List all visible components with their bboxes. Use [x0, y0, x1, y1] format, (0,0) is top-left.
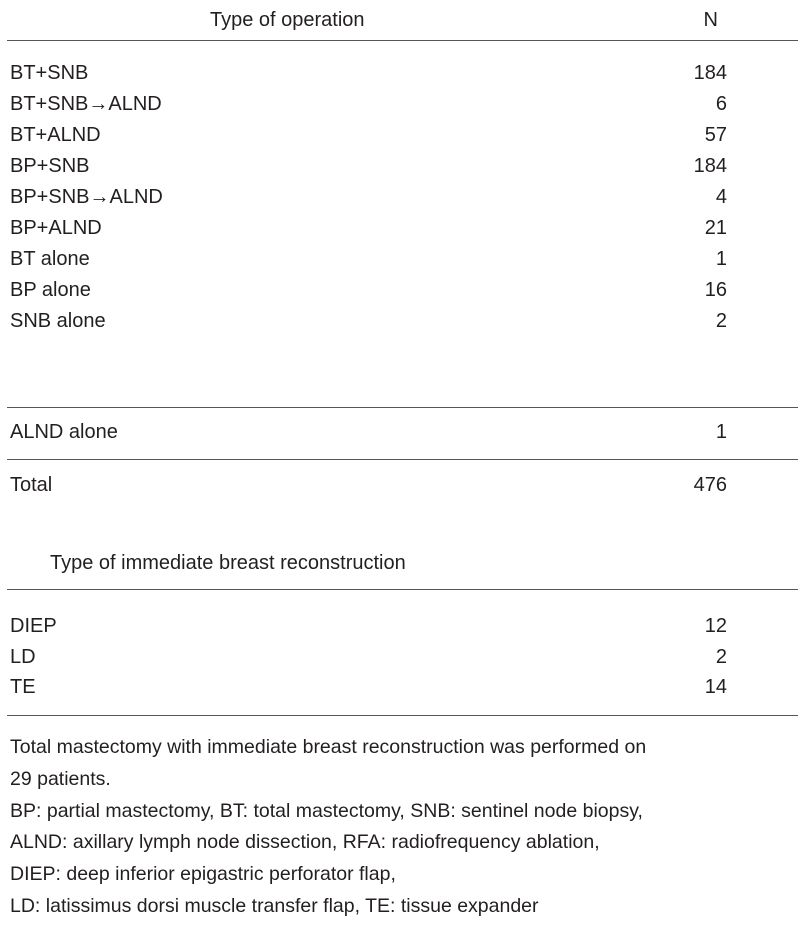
- operation-type: Total: [10, 474, 53, 496]
- operation-type: BP alone: [10, 279, 91, 301]
- table-bottom-rule: [7, 715, 798, 716]
- operation-count: 57: [704, 124, 727, 146]
- operation-count: 184: [693, 155, 727, 177]
- operation-type: BT+ALND: [10, 124, 101, 146]
- reconstruction-header: Type of immediate breast reconstruction: [50, 552, 406, 574]
- header-rule: [7, 40, 798, 41]
- reconstruction-type: LD: [10, 646, 36, 668]
- operation-type: BT alone: [10, 248, 90, 270]
- operation-type: BT+SNB→ALND: [10, 93, 162, 115]
- operation-count: 1: [715, 248, 727, 270]
- operation-type: BP+ALND: [10, 217, 102, 239]
- total-divider: [7, 459, 798, 460]
- operation-count: 6: [715, 93, 727, 115]
- column-header-n: N: [703, 9, 718, 31]
- reconstruction-count: 12: [704, 615, 727, 637]
- row-divider: [7, 407, 798, 408]
- reconstruction-type: DIEP: [10, 615, 57, 637]
- reconstruction-header-rule: [7, 589, 798, 590]
- operation-type: SNB alone: [10, 310, 106, 332]
- footnote-line: BP: partial mastectomy, BT: total mastec…: [10, 799, 643, 822]
- footnote-line: DIEP: deep inferior epigastric perforato…: [10, 863, 396, 886]
- footnote-line: ALND: axillary lymph node dissection, RF…: [10, 831, 600, 854]
- footnote-line: Total mastectomy with immediate breast r…: [10, 736, 647, 758]
- operation-count: 2: [715, 310, 727, 332]
- reconstruction-count: 2: [715, 646, 727, 668]
- operation-type: ALND alone: [10, 421, 118, 443]
- reconstruction-count: 14: [704, 676, 727, 698]
- operation-count: 184: [693, 62, 727, 84]
- operation-type: BP+SNB→ALND: [10, 186, 163, 208]
- footnote-line: LD: latissimus dorsi muscle transfer fla…: [10, 895, 539, 917]
- operation-count: 16: [704, 279, 727, 301]
- operation-type: BT+SNB: [10, 62, 89, 84]
- operation-count: 1: [715, 421, 727, 443]
- reconstruction-type: TE: [10, 676, 36, 698]
- footnote-line: 29 patients.: [10, 767, 111, 790]
- operation-type: BP+SNB: [10, 155, 90, 177]
- operation-count: 21: [704, 217, 727, 239]
- column-header-type: Type of operation: [210, 9, 365, 31]
- operation-count: 4: [715, 186, 727, 208]
- operation-count: 476: [693, 474, 727, 496]
